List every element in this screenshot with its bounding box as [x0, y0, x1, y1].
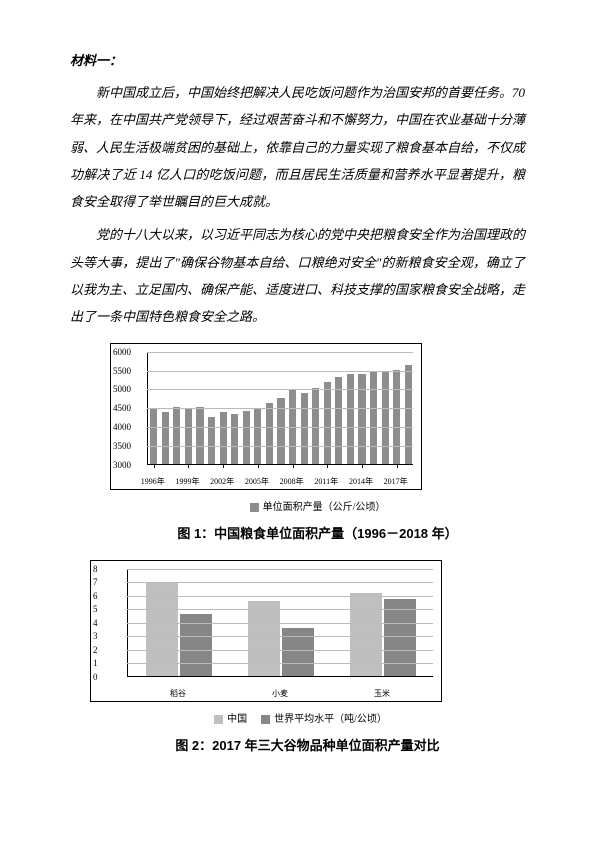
bar — [393, 370, 400, 464]
tick-mark — [258, 464, 259, 468]
bar — [243, 411, 250, 464]
y-tick-label: 1 — [93, 658, 98, 668]
gridline — [127, 582, 433, 583]
gridline — [147, 352, 413, 353]
gridline — [127, 663, 433, 664]
y-tick-label: 3500 — [113, 441, 131, 451]
gridline — [127, 623, 433, 624]
y-tick-label: 4000 — [113, 422, 131, 432]
bar — [208, 417, 215, 464]
gridline — [127, 569, 433, 570]
tick-mark — [188, 464, 189, 468]
y-tick-label: 6 — [93, 591, 98, 601]
bar — [358, 374, 365, 464]
section-heading: 材料一： — [70, 50, 525, 69]
bar — [370, 371, 377, 463]
tick-mark — [397, 464, 398, 468]
y-tick-label: 4 — [93, 618, 98, 628]
legend-label: 单位面积产量（公斤/公顷） — [263, 502, 386, 513]
y-tick-label: 5 — [93, 604, 98, 614]
y-tick-label: 7 — [93, 577, 98, 587]
tick-mark — [223, 464, 224, 468]
gridline — [147, 446, 413, 447]
legend-swatch — [250, 503, 259, 512]
bar — [266, 403, 273, 464]
y-tick-label: 5000 — [113, 384, 131, 394]
x-tick-label: 2002年 — [210, 476, 234, 487]
tick-mark — [154, 464, 155, 468]
x-tick-label: 2008年 — [280, 476, 304, 487]
bar — [231, 414, 238, 464]
bar — [301, 393, 308, 463]
bar — [173, 407, 180, 464]
chart-2: 0 1 2 3 4 5 6 7 8 稻谷 小麦 玉米 — [90, 560, 442, 702]
legend-swatch — [261, 715, 270, 724]
bar — [196, 407, 203, 464]
x-tick-label: 稻谷 — [170, 688, 186, 699]
bar — [185, 408, 192, 464]
bar — [150, 408, 157, 464]
y-tick-label: 2 — [93, 645, 98, 655]
tick-mark — [293, 464, 294, 468]
bar — [312, 388, 319, 463]
chart-2-caption: 图 2：2017 年三大谷物品种单位面积产量对比 — [90, 735, 525, 754]
legend-swatch — [214, 715, 223, 724]
legend-label: 世界平均水平（吨/公顷） — [274, 714, 387, 725]
gridline — [127, 596, 433, 597]
x-tick-label: 1996年 — [141, 476, 165, 487]
bar — [405, 365, 412, 464]
x-tick-label: 2017年 — [384, 476, 408, 487]
gridline — [127, 609, 433, 610]
x-tick-label: 玉米 — [374, 688, 390, 699]
gridline — [147, 408, 413, 409]
bar — [248, 601, 280, 675]
chart-1-container: 3000 3500 4000 4500 5000 5500 6000 1996年 1999年 20… — [110, 343, 525, 542]
y-tick-label: 8 — [93, 564, 98, 574]
gridline — [147, 427, 413, 428]
chart-1: 3000 3500 4000 4500 5000 5500 6000 1996年 1999年 20… — [110, 343, 422, 490]
chart-2-container: 0 1 2 3 4 5 6 7 8 稻谷 小麦 玉米 中国 世界平均水平（吨/公顷） 图 2：2017 … — [90, 560, 525, 754]
chart-1-legend: 单位面积产量（公斤/公顷） — [110, 498, 525, 513]
bar — [324, 382, 331, 464]
paragraph-2: 党的十八大以来，以习近平同志为核心的党中央把粮食安全作为治国理政的头等大事，提出… — [70, 221, 525, 330]
gridline — [127, 650, 433, 651]
bar — [382, 371, 389, 463]
bar — [162, 412, 169, 464]
x-tick-label: 2014年 — [349, 476, 373, 487]
bar — [254, 408, 261, 463]
gridline — [127, 636, 433, 637]
y-tick-label: 3000 — [113, 460, 131, 470]
x-tick-label: 2005年 — [245, 476, 269, 487]
x-tick-label: 小麦 — [272, 688, 288, 699]
bar — [220, 412, 227, 464]
legend-label: 中国 — [227, 714, 247, 725]
gridline — [147, 389, 413, 390]
y-tick-label: 5500 — [113, 366, 131, 376]
chart-2-legend: 中国 世界平均水平（吨/公顷） — [90, 710, 525, 725]
y-tick-label: 6000 — [113, 347, 131, 357]
tick-mark — [327, 464, 328, 468]
x-tick-label: 1999年 — [175, 476, 199, 487]
y-tick-label: 3 — [93, 631, 98, 641]
y-tick-label: 4500 — [113, 403, 131, 413]
bar — [347, 374, 354, 463]
y-tick-label: 0 — [93, 672, 98, 682]
x-tick-label: 2011年 — [314, 476, 338, 487]
gridline — [147, 371, 413, 372]
paragraph-1: 新中国成立后，中国始终把解决人民吃饭问题作为治国安邦的首要任务。70 年来，在中… — [70, 79, 525, 215]
chart-1-caption: 图 1：中国粮食单位面积产量（1996－2018 年） — [110, 523, 525, 542]
tick-mark — [362, 464, 363, 468]
